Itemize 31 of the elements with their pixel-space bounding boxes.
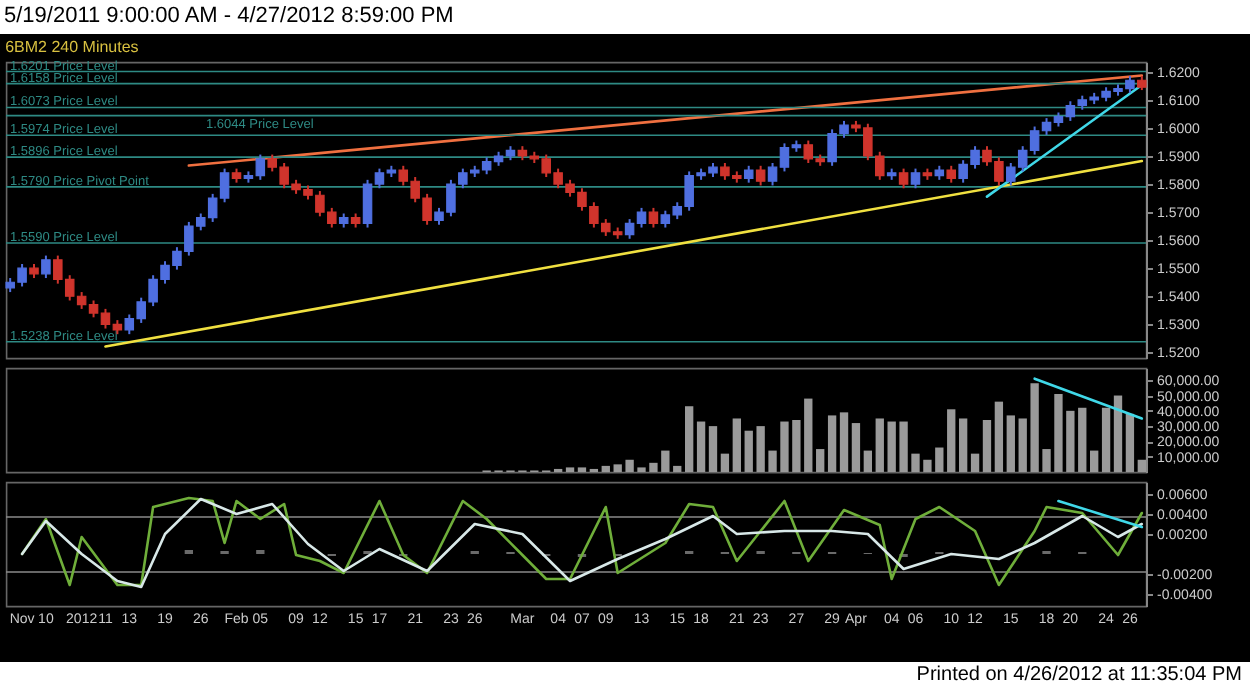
bar [708, 426, 718, 472]
candlestick [898, 167, 909, 190]
bar [732, 418, 741, 472]
candlestick [41, 254, 51, 280]
bar [1137, 459, 1146, 472]
bar [851, 423, 861, 472]
bar [1101, 407, 1111, 472]
bar [982, 420, 992, 472]
bar [970, 453, 980, 472]
bar [720, 453, 730, 472]
bar [1125, 413, 1135, 472]
bar [863, 450, 873, 472]
bar [816, 449, 825, 472]
bar [958, 418, 968, 472]
candlestick [910, 167, 921, 190]
bar [1006, 415, 1015, 472]
bar [947, 409, 956, 472]
bar [1090, 450, 1099, 472]
bar [1113, 395, 1123, 472]
chart-title: 5/19/2011 9:00:00 AM - 4/27/2012 8:59:00 PM [2, 2, 456, 32]
candlestick [755, 164, 766, 187]
text: Printed on 4/26/2012 at 11:35:04 PM [914, 662, 1244, 690]
bar [839, 412, 849, 472]
chart-subtitle: 6BM2 240 Minutes [5, 37, 139, 56]
bar [601, 465, 610, 472]
bar [696, 421, 706, 472]
bar [685, 406, 694, 472]
bar [875, 418, 884, 472]
bar [827, 415, 837, 472]
bar [994, 401, 1004, 472]
candlestick [648, 206, 659, 229]
